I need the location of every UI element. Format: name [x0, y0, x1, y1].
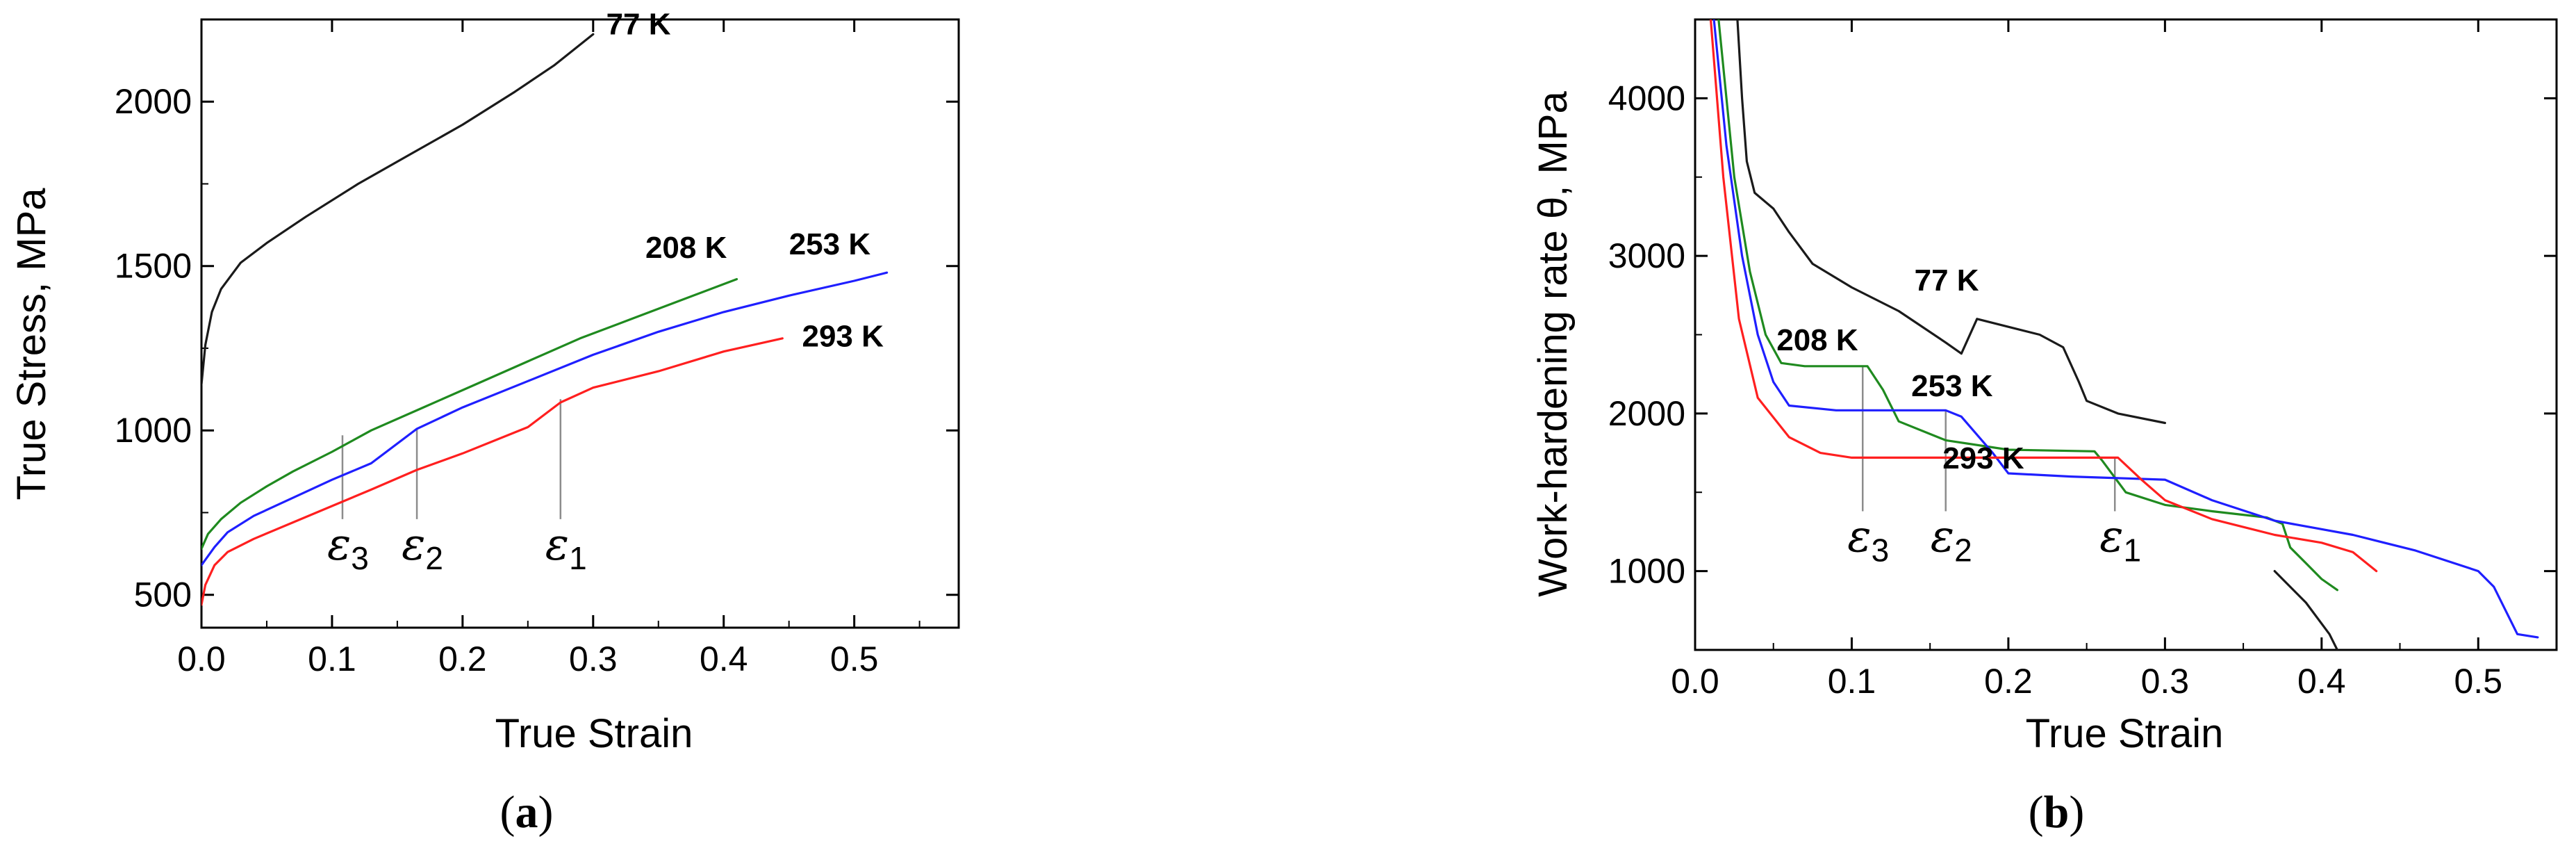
panel-b-series-77k-line: [2273, 570, 2338, 650]
panel-a-ylabel: True Stress, MPa: [9, 188, 54, 500]
panel-a-series-77k-line: [201, 33, 595, 386]
panel-a-caption: (a): [500, 787, 554, 838]
panel-a-epsilon-symbol: ε: [327, 519, 351, 571]
panel-b-label-293k: 293 K: [1942, 441, 2024, 475]
panel-a-caption-open: (: [500, 787, 515, 838]
panel-b-series-77k-line: [1736, 19, 2166, 425]
panel-a-xtick-label: 0.4: [700, 639, 748, 678]
panel-a-epsilon-subscript: 2: [425, 540, 443, 576]
panel-a-label-253k: 253 K: [789, 227, 871, 261]
panel-b-xtick-label: 0.3: [2141, 662, 2190, 701]
panel-b-epsilon-1-label: ε1: [2099, 511, 2141, 568]
panel-b-xtick-label: 0.0: [1671, 662, 1719, 701]
panel-a-label-208k: 208 K: [645, 231, 727, 265]
panel-a-epsilon-subscript: 3: [351, 540, 369, 576]
panel-a-label-77k: 77 K: [606, 7, 671, 41]
panel-a-xtick-label: 0.5: [830, 639, 879, 678]
panel-b-series-293k-line: [1709, 19, 2378, 573]
panel-a-epsilon-3-label: ε3: [327, 519, 369, 576]
panel-b-epsilon-2-label: ε2: [1931, 511, 1972, 568]
panel-b-ytick-label: 2000: [1608, 394, 1685, 433]
panel-b-epsilon-symbol: ε: [2099, 511, 2123, 562]
panel-b-label-77k: 77 K: [1915, 263, 1979, 297]
panel-b-caption-open: (: [2029, 787, 2044, 838]
panel-a-ytick-label: 500: [134, 576, 192, 614]
panel-a-frame: [200, 18, 960, 629]
panel-b-xlabel: True Strain: [2026, 711, 2224, 756]
panel-b-xtick-label: 0.2: [1984, 662, 2033, 701]
panel-a-xtick-label: 0.2: [438, 639, 487, 678]
panel-b-epsilon-subscript: 3: [1872, 532, 1890, 568]
panel-b-series-208k-line: [1717, 19, 2338, 592]
panel-a-xlabel: True Strain: [495, 711, 693, 756]
panel-b-ylabel: Work-hardening rate θ, MPa: [1530, 91, 1576, 597]
panel-b-ytick-label: 1000: [1608, 552, 1685, 591]
panel-a-xtick-label: 0.3: [569, 639, 618, 678]
panel-a-xtick-label: 0.1: [308, 639, 356, 678]
panel-b-label-253k: 253 K: [1911, 369, 1993, 403]
panel-b-ytick-label: 4000: [1608, 79, 1685, 117]
panel-b-caption-close: ): [2069, 787, 2084, 838]
panel-a-ytick-label: 1500: [115, 247, 192, 286]
panel-a-series-253k-line: [201, 271, 889, 567]
panel-a-series-293k-line: [201, 337, 784, 606]
panel-a-epsilon-symbol: ε: [402, 519, 425, 571]
panel-a-caption-letter: a: [515, 787, 538, 838]
panel-b-epsilon-symbol: ε: [1847, 511, 1871, 562]
panel-b-series-group: [1709, 19, 2539, 650]
panel-a-epsilon-subscript: 1: [569, 540, 587, 576]
panel-a-series-208k-line: [201, 278, 738, 551]
panel-b-caption-letter: b: [2044, 787, 2070, 838]
panel-b-caption: (b): [2029, 787, 2085, 838]
panel-b-xtick-label: 0.4: [2297, 662, 2346, 701]
panel-a-ytick-label: 1000: [115, 411, 192, 450]
panel-b-ytick-label: 3000: [1608, 236, 1685, 275]
panel-b-label-208k: 208 K: [1776, 323, 1858, 357]
panel-a-epsilon-symbol: ε: [545, 519, 569, 571]
panel-a-label-293k: 293 K: [802, 320, 884, 354]
panel-a-xtick-label: 0.0: [177, 639, 226, 678]
panel-a-caption-close: ): [538, 787, 554, 838]
panel-a-series-group: [201, 33, 889, 606]
panel-b-epsilon-subscript: 1: [2124, 532, 2142, 568]
panel-b-xtick-label: 0.5: [2454, 662, 2503, 701]
panel-a-ytick-label: 2000: [115, 82, 192, 121]
panel-b-xtick-label: 0.1: [1828, 662, 1876, 701]
panel-b-epsilon-3-label: ε3: [1847, 511, 1889, 568]
panel-b-epsilon-subscript: 2: [1954, 532, 1972, 568]
panel-b-epsilon-symbol: ε: [1931, 511, 1954, 562]
panel-a-epsilon-1-label: ε1: [545, 519, 587, 576]
panel-b-series-253k-line: [1712, 19, 2539, 639]
panel-a-epsilon-2-label: ε2: [402, 519, 443, 576]
